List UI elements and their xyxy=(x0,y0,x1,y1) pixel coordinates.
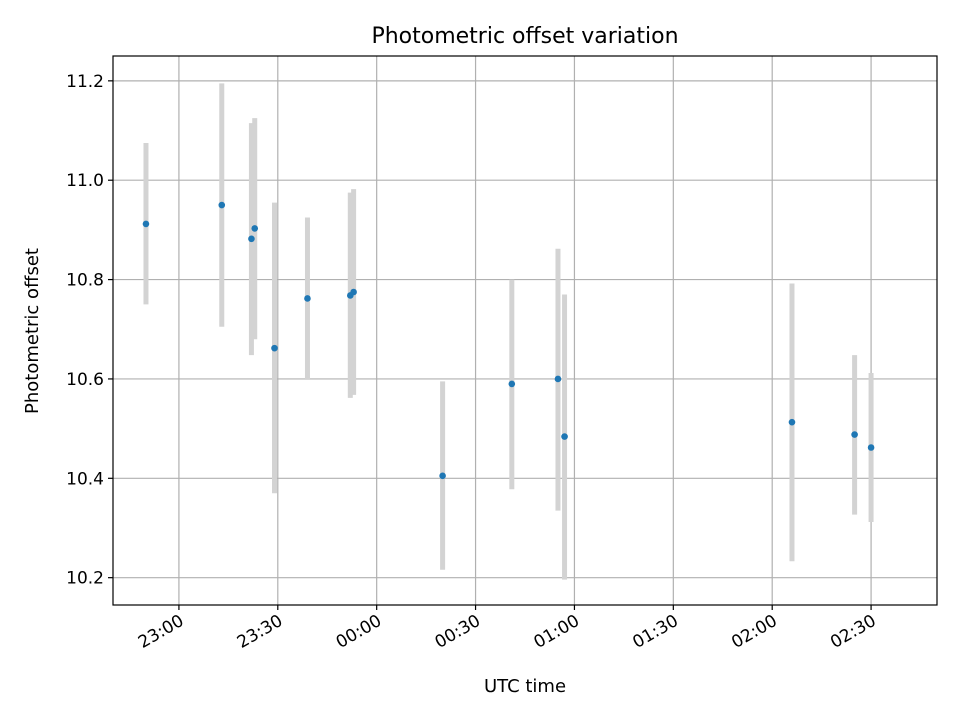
data-point-4 xyxy=(271,344,278,352)
x-axis-label: UTC time xyxy=(484,676,566,697)
x-tick-label: 00:30 xyxy=(432,611,484,653)
y-axis-label: Photometric offset xyxy=(22,248,43,414)
data-point-3 xyxy=(251,225,259,232)
x-tick-label: 02:30 xyxy=(827,611,879,653)
data-point-11 xyxy=(561,433,568,440)
grid xyxy=(113,56,937,605)
data-point-12 xyxy=(788,418,796,426)
y-tick-label: 11.0 xyxy=(66,171,104,191)
data-point-2 xyxy=(248,235,255,243)
data-point-8 xyxy=(439,472,446,480)
data-points xyxy=(142,201,875,480)
error-bars xyxy=(143,83,874,580)
data-point-10 xyxy=(554,375,562,383)
plot-frame xyxy=(112,55,938,606)
data-point-0 xyxy=(142,220,150,228)
y-tick-label: 10.6 xyxy=(66,370,104,390)
data-point-9 xyxy=(508,380,516,388)
y-axis-ticks: 10.2 10.4 10.6 10.8 11.0 11.2 xyxy=(66,72,113,589)
x-tick-label: 23:30 xyxy=(234,611,286,653)
data-point-1 xyxy=(218,201,226,209)
data-point-7 xyxy=(350,288,357,296)
x-axis-ticks: 23:00 23:30 00:00 00:30 01:00 01:30 02:00 02:30 xyxy=(135,605,880,653)
x-tick-label: 23:00 xyxy=(135,611,187,653)
y-tick-label: 10.8 xyxy=(66,271,104,291)
x-tick-label: 00:00 xyxy=(333,611,385,653)
x-tick-label: 01:00 xyxy=(531,611,583,653)
y-tick-label: 11.2 xyxy=(66,72,104,92)
chart-title: Photometric offset variation xyxy=(371,24,678,49)
data-point-5 xyxy=(304,295,311,302)
data-point-13 xyxy=(851,431,858,438)
x-tick-label: 01:30 xyxy=(629,611,681,653)
y-tick-label: 10.2 xyxy=(66,569,104,589)
y-tick-label: 10.4 xyxy=(66,469,104,489)
x-tick-label: 02:00 xyxy=(728,611,780,653)
data-point-14 xyxy=(867,444,875,451)
